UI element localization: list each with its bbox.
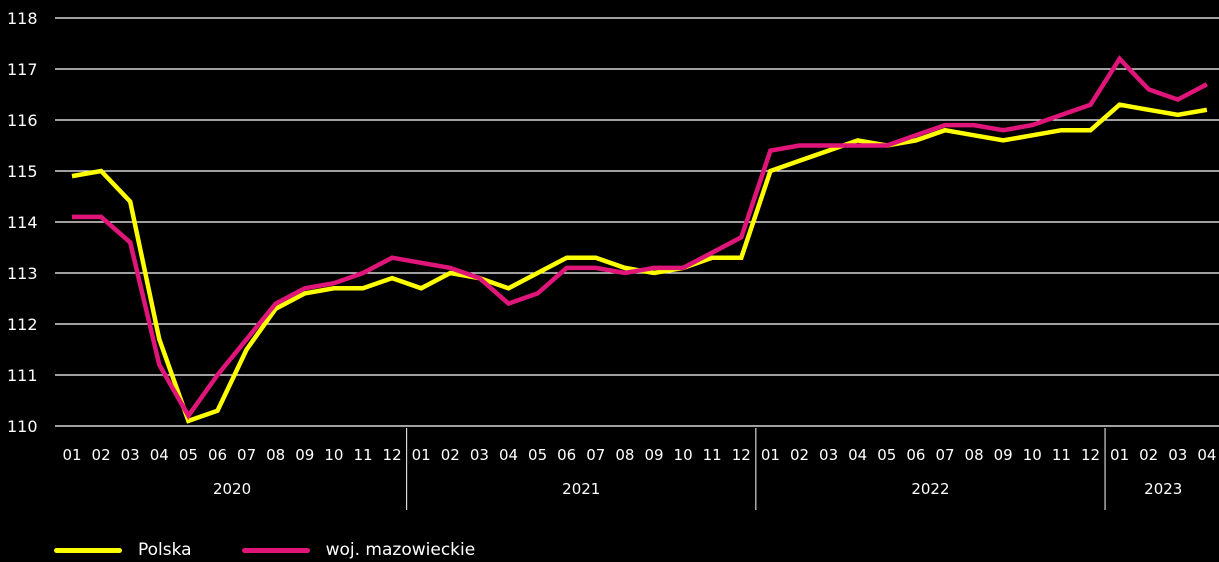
x-tick-label: 01	[1110, 446, 1129, 464]
x-tick-label: 11	[703, 446, 722, 464]
x-tick-label: 09	[644, 446, 663, 464]
x-tick-label: 12	[383, 446, 402, 464]
x-tick-label: 05	[528, 446, 547, 464]
y-tick-label: 114	[7, 213, 38, 232]
x-year-label: 2020	[213, 480, 251, 498]
y-tick-label: 111	[7, 366, 38, 385]
series-line-mazowieckie	[72, 55, 1208, 420]
x-year-label: 2021	[562, 480, 600, 498]
x-tick-label: 03	[121, 446, 140, 464]
x-tick-label: 08	[615, 446, 634, 464]
x-tick-label: 12	[732, 446, 751, 464]
x-tick-label: 09	[994, 446, 1013, 464]
y-tick-label: 110	[7, 417, 38, 436]
year-separators	[406, 428, 1106, 510]
x-year-label: 2022	[911, 480, 949, 498]
gridlines	[55, 17, 1219, 427]
legend: Polska woj. mazowieckie	[54, 538, 525, 562]
x-tick-label: 04	[1197, 446, 1216, 464]
x-tick-label: 12	[1081, 446, 1100, 464]
x-axis-year-labels: 2020 2021 2022 2023	[213, 480, 1182, 498]
series-lines	[71, 55, 1208, 424]
x-tick-label: 08	[266, 446, 285, 464]
x-tick-label: 09	[295, 446, 314, 464]
y-tick-label: 115	[7, 162, 38, 181]
legend-swatch-polska	[54, 547, 122, 553]
x-year-label: 2023	[1144, 480, 1182, 498]
x-tick-label: 05	[877, 446, 896, 464]
y-tick-label: 113	[7, 264, 38, 283]
x-tick-label: 02	[790, 446, 809, 464]
x-tick-label: 02	[1139, 446, 1158, 464]
x-tick-label: 02	[441, 446, 460, 464]
y-axis-tick-labels: 110 111 112 113 114 115 116 117 118	[7, 9, 38, 436]
legend-item-mazowieckie: woj. mazowieckie	[241, 540, 476, 560]
y-tick-label: 112	[7, 315, 38, 334]
x-tick-label: 07	[935, 446, 954, 464]
y-tick-label: 118	[7, 9, 38, 28]
x-tick-label: 07	[237, 446, 256, 464]
x-tick-label: 10	[324, 446, 343, 464]
y-tick-label: 116	[7, 111, 38, 130]
x-tick-label: 02	[92, 446, 111, 464]
x-tick-label: 03	[1168, 446, 1187, 464]
x-tick-label: 08	[965, 446, 984, 464]
x-tick-label: 10	[674, 446, 693, 464]
y-tick-label: 117	[7, 60, 38, 79]
x-tick-label: 06	[906, 446, 925, 464]
x-tick-label: 04	[499, 446, 518, 464]
x-tick-label: 11	[353, 446, 372, 464]
legend-label-mazowieckie: woj. mazowieckie	[325, 540, 476, 560]
x-tick-label: 05	[179, 446, 198, 464]
legend-item-polska: Polska	[54, 540, 192, 560]
legend-swatch-mazowieckie	[241, 547, 310, 553]
legend-label-polska: Polska	[138, 540, 192, 560]
series-line-polska	[71, 102, 1208, 424]
x-tick-label: 10	[1023, 446, 1042, 464]
x-tick-label: 07	[586, 446, 605, 464]
x-tick-label: 06	[557, 446, 576, 464]
x-tick-label: 11	[1052, 446, 1071, 464]
x-tick-label: 01	[761, 446, 780, 464]
x-tick-label: 01	[412, 446, 431, 464]
x-tick-label: 06	[208, 446, 227, 464]
x-tick-label: 04	[848, 446, 867, 464]
x-tick-label: 03	[470, 446, 489, 464]
x-tick-label: 01	[62, 446, 81, 464]
x-tick-label: 04	[150, 446, 169, 464]
x-axis-month-labels: 01 02 03 04 05 06 07 08 09 10 11 12 01 02 03 04 05 06 07 08…	[62, 446, 1216, 464]
x-tick-label: 03	[819, 446, 838, 464]
